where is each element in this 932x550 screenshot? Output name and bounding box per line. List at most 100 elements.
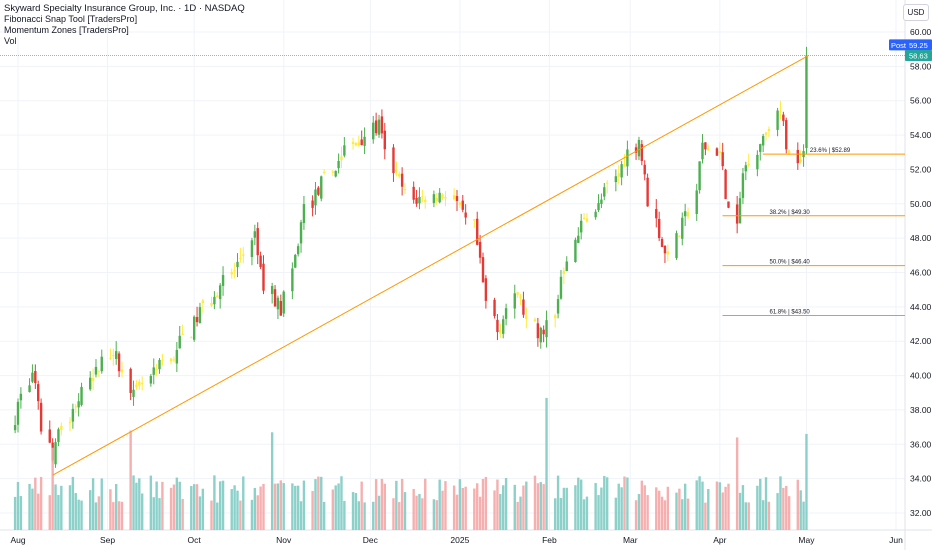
volume-bar	[559, 497, 563, 530]
volume-bar	[112, 502, 115, 530]
candle-body	[74, 406, 77, 408]
volume-bar	[747, 502, 750, 530]
candle-body	[545, 320, 548, 338]
volume-bar	[496, 479, 499, 530]
volume-bar	[262, 483, 265, 530]
candle-body	[493, 299, 496, 316]
volume-bar	[100, 478, 103, 530]
y-tick-label: 56.00	[910, 96, 932, 106]
candle-body	[340, 156, 343, 161]
volume-bar	[178, 481, 181, 530]
volume-bar	[152, 497, 155, 530]
volume-bar	[626, 477, 629, 530]
candle-body	[149, 375, 153, 384]
candle-body	[400, 173, 404, 187]
candle-body	[666, 251, 670, 255]
candle-body	[273, 289, 277, 307]
volume-bar	[400, 478, 404, 530]
candle-body	[432, 194, 436, 204]
candle-body	[270, 286, 274, 294]
candle-body	[363, 136, 366, 146]
candle-body	[276, 297, 280, 310]
x-tick-label: Nov	[276, 535, 292, 545]
volume-bar	[132, 475, 135, 530]
candle-body	[302, 204, 306, 224]
volume-bar	[681, 499, 684, 530]
candle-body	[357, 142, 361, 146]
volume-bar	[383, 483, 386, 530]
fib-level-label: 23.6% | $52.89	[810, 148, 851, 154]
volume-bar	[190, 486, 193, 530]
candle-body	[721, 152, 724, 167]
volume-bar	[296, 485, 300, 530]
volume-bar	[744, 502, 748, 530]
volume-bar	[28, 483, 31, 530]
indicator-volume[interactable]: Vol	[4, 36, 17, 46]
volume-bar	[539, 482, 542, 530]
volume-bar	[623, 476, 626, 530]
volume-bar	[513, 484, 516, 530]
candle-body	[233, 270, 236, 272]
candle-body	[259, 255, 262, 268]
volume-bar	[577, 477, 580, 530]
volume-bar	[519, 496, 522, 530]
volume-bar	[504, 478, 508, 530]
volume-bar	[273, 483, 277, 530]
volume-bar	[516, 501, 519, 530]
volume-bar	[678, 488, 681, 530]
candle-body	[279, 301, 283, 316]
volume-bar	[77, 499, 80, 530]
candle-body	[320, 176, 323, 199]
candle-body	[97, 370, 101, 372]
volume-bar	[195, 484, 199, 530]
candle-body	[761, 136, 765, 146]
volume-bar	[216, 502, 219, 530]
volume-bar	[259, 486, 262, 530]
candle-body	[138, 381, 141, 386]
candle-body	[412, 186, 415, 200]
volume-bar	[357, 501, 361, 530]
volume-bar	[109, 489, 112, 530]
candle-body	[444, 197, 447, 199]
candle-body	[484, 278, 488, 301]
candle-body	[718, 151, 722, 154]
candle-body	[129, 368, 132, 393]
candle-body	[522, 299, 525, 315]
candle-body	[438, 192, 441, 203]
candle-body	[637, 139, 641, 157]
symbol-title[interactable]: Skyward Specialty Insurance Group, Inc. …	[4, 3, 245, 14]
volume-bar	[221, 480, 225, 530]
candle-body	[525, 315, 528, 319]
candle-body	[435, 197, 438, 202]
volume-bar	[473, 488, 476, 530]
volume-bar	[735, 437, 739, 530]
price-badge-tag: Post	[891, 41, 907, 50]
volume-bar	[761, 500, 765, 530]
volume-bar	[432, 499, 436, 530]
currency-button[interactable]: USD	[903, 4, 929, 21]
volume-bar	[129, 430, 132, 530]
volume-bar	[31, 488, 34, 530]
volume-bar	[291, 483, 294, 530]
candle-body	[533, 319, 537, 322]
volume-bar	[574, 485, 577, 530]
volume-bar	[181, 498, 184, 530]
volume-bar	[415, 495, 418, 530]
indicator-momentum[interactable]: Momentum Zones [TradersPro]	[4, 25, 129, 35]
volume-bar	[461, 487, 464, 530]
y-tick-label: 50.00	[910, 199, 932, 209]
indicator-fibonacci[interactable]: Fibonacci Snap Tool [TradersPro]	[4, 14, 138, 24]
volume-bar	[799, 490, 802, 530]
candle-body	[735, 204, 739, 224]
fib-level-label: 50.0% | $46.40	[769, 260, 810, 266]
volume-bar	[556, 475, 560, 530]
candle-body	[374, 120, 378, 134]
candle-body	[190, 337, 193, 339]
volume-bar	[565, 487, 568, 530]
volume-bar	[585, 496, 589, 530]
candle-body	[707, 148, 710, 150]
candle-body	[54, 442, 57, 465]
candle-body	[418, 196, 421, 204]
